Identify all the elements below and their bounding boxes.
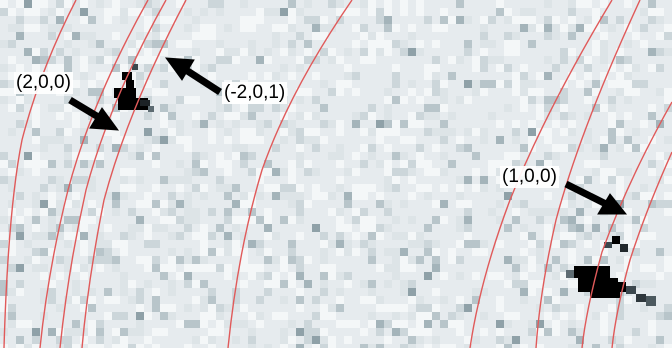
peak-2-0-0-spot — [114, 64, 154, 112]
ring-9 — [611, 151, 672, 348]
arrow-1-0-0 — [564, 180, 628, 215]
ring-7 — [535, 0, 641, 348]
ring-4 — [81, 0, 187, 348]
ring-2 — [39, 0, 149, 348]
powder-rings — [3, 0, 672, 348]
arrow-2-0-0 — [68, 96, 120, 131]
peak-label-2-0-0: (2,0,0) — [14, 72, 73, 94]
ring-1 — [3, 0, 77, 348]
annotation-arrows — [68, 57, 628, 215]
ring-8 — [581, 101, 672, 348]
peak-1-0-0-spot — [566, 236, 656, 306]
ring-5 — [227, 0, 353, 348]
peak-label-1-0-0: (1,0,0) — [500, 166, 559, 188]
ring-6 — [469, 0, 613, 348]
peak-label-minus2-0-1: (-2,0,1) — [222, 82, 288, 104]
arrow-minus2-0-1 — [164, 57, 222, 95]
ring-3 — [59, 0, 167, 348]
